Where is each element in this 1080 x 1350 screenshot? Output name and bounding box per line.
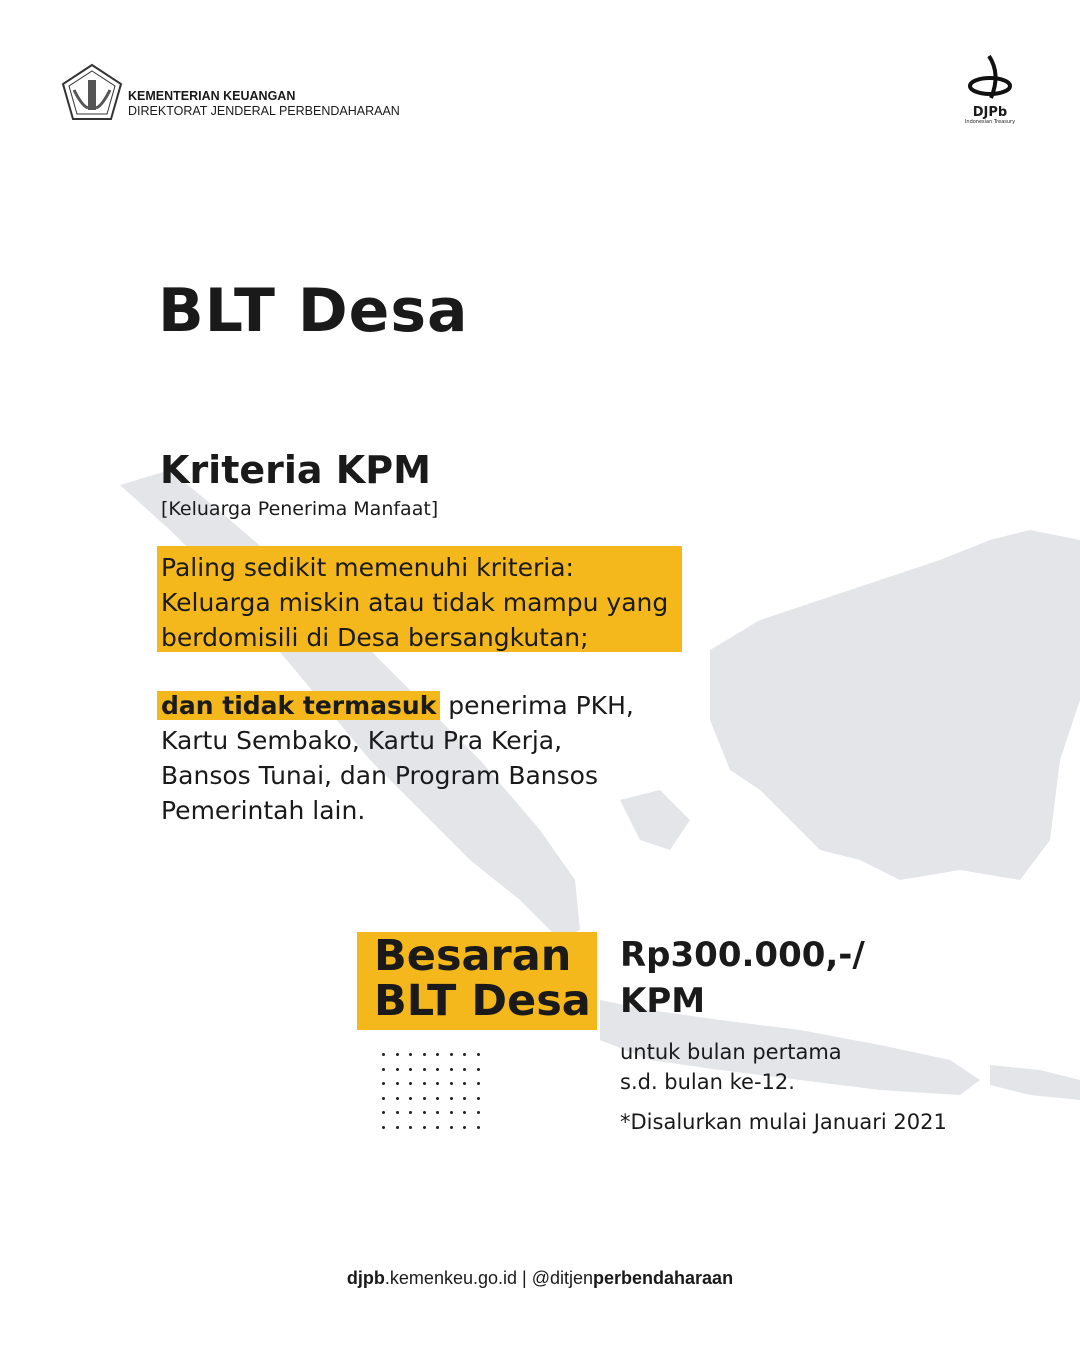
period-line1: untuk bulan pertama — [620, 1040, 842, 1064]
amount-period: untuk bulan pertama s.d. bulan ke-12. — [620, 1037, 842, 1097]
dot — [476, 1053, 480, 1056]
dot — [463, 1067, 466, 1071]
dot — [395, 1067, 399, 1071]
criteria-subheading: [Keluarga Penerima Manfaat] — [161, 498, 439, 520]
footer: djpb.kemenkeu.go.id | @ditjenperbendahar… — [0, 1268, 1080, 1289]
criteria-line: berdomisili di Desa bersangkutan; — [161, 623, 589, 652]
dot — [422, 1096, 426, 1100]
dot — [382, 1096, 385, 1100]
exclusion-text: penerima PKH, — [440, 691, 634, 720]
page-title: BLT Desa — [158, 276, 469, 346]
dot — [395, 1111, 399, 1114]
footer-handle: @ditjen — [531, 1268, 594, 1288]
dot — [382, 1125, 385, 1129]
dot — [449, 1053, 453, 1056]
amount-value: Rp300.000,-/ KPM — [620, 932, 865, 1024]
djpb-logo-text: DJPb — [972, 105, 1008, 120]
dot — [422, 1053, 426, 1056]
exclusion-line: Pemerintah lain. — [161, 796, 366, 825]
amount-label-line1: Besaran — [374, 931, 572, 981]
dot — [463, 1125, 466, 1129]
dot — [436, 1082, 439, 1085]
dot — [409, 1096, 412, 1100]
dot — [449, 1082, 453, 1085]
organization-name: KEMENTERIAN KEUANGAN DIREKTORAT JENDERAL… — [128, 89, 400, 119]
dot — [476, 1067, 480, 1071]
criteria-heading: Kriteria KPM — [160, 448, 431, 492]
dot — [395, 1082, 399, 1085]
footer-handle-bold: perbendaharaan — [593, 1268, 734, 1288]
dot — [395, 1053, 399, 1056]
amount-label-box: Besaran BLT Desa — [357, 932, 597, 1030]
djpb-emblem-icon — [968, 54, 1012, 99]
exclusion-line: Kartu Sembako, Kartu Pra Kerja, — [161, 726, 563, 755]
exclusion-highlight: dan tidak termasuk — [157, 691, 441, 720]
dot — [382, 1082, 385, 1085]
criteria-line: Paling sedikit memenuhi kriteria: — [161, 553, 574, 582]
dot — [476, 1111, 480, 1114]
dot — [449, 1111, 453, 1114]
dot — [449, 1125, 453, 1129]
djpb-logo: DJPb Indonesian Treasury — [955, 54, 1025, 125]
dot — [436, 1053, 439, 1056]
dot — [436, 1067, 439, 1071]
dot — [409, 1053, 412, 1056]
dot — [409, 1067, 412, 1071]
footer-site: .kemenkeu.go.id — [384, 1268, 518, 1288]
dot — [382, 1067, 385, 1071]
amount-value-line1: Rp300.000,-/ — [620, 935, 865, 975]
amount-value-line2: KPM — [620, 981, 706, 1021]
dot — [476, 1082, 480, 1085]
exclusion-line: Bansos Tunai, dan Program Bansos — [161, 761, 598, 790]
dot — [476, 1096, 480, 1100]
footer-separator: | — [517, 1268, 532, 1288]
criteria-line: Keluarga miskin atau tidak mampu yang — [161, 588, 669, 617]
footer-site-bold: djpb — [346, 1268, 385, 1288]
exclusion-paragraph: dan tidak termasuk penerima PKH, Kartu S… — [157, 688, 681, 828]
dot — [422, 1082, 426, 1085]
dot — [436, 1111, 439, 1114]
dot — [422, 1125, 426, 1129]
period-line2: s.d. bulan ke-12. — [620, 1070, 795, 1094]
dot — [436, 1125, 439, 1129]
dot — [449, 1096, 453, 1100]
dot — [395, 1125, 399, 1129]
amount-label-line2: BLT Desa — [374, 976, 591, 1026]
org-line2: DIREKTORAT JENDERAL PERBENDAHARAAN — [128, 104, 400, 118]
dot — [382, 1111, 385, 1114]
dot — [449, 1067, 453, 1071]
dot — [463, 1096, 466, 1100]
org-line1: KEMENTERIAN KEUANGAN — [128, 89, 296, 103]
dot — [395, 1096, 399, 1100]
dot — [436, 1096, 439, 1100]
dot — [409, 1111, 412, 1114]
dot — [409, 1125, 412, 1129]
dot-grid-decoration — [382, 1053, 482, 1133]
dot — [422, 1067, 426, 1071]
kemenkeu-logo — [61, 63, 123, 120]
criteria-highlight-box: Paling sedikit memenuhi kriteria: Keluar… — [157, 546, 682, 652]
djpb-tagline: Indonesian Treasury — [964, 119, 1016, 125]
dot — [463, 1082, 466, 1085]
dot — [463, 1053, 466, 1056]
dot — [463, 1111, 466, 1114]
distribution-note: *Disalurkan mulai Januari 2021 — [620, 1110, 947, 1134]
dot — [476, 1125, 480, 1129]
dot — [382, 1053, 385, 1056]
dot — [409, 1082, 412, 1085]
dot — [422, 1111, 426, 1114]
